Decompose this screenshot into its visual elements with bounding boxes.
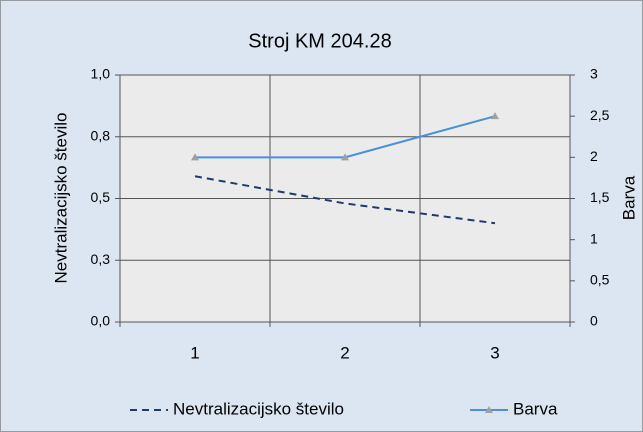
chart-title: Stroj KM 204.28 — [248, 30, 391, 52]
y2-tick-label: 1,5 — [590, 189, 610, 205]
x-tick-label: 1 — [190, 343, 199, 362]
x-tick-label: 2 — [340, 343, 349, 362]
y-tick-label: 0,5 — [91, 189, 111, 205]
y2-tick-label: 0,5 — [590, 272, 610, 288]
y2-tick-label: 2,5 — [590, 107, 610, 123]
legend-marker — [485, 406, 493, 413]
y-tick-label: 0,3 — [91, 251, 111, 267]
y2-tick-label: 1 — [590, 230, 598, 246]
y2-tick-label: 2 — [590, 148, 598, 164]
legend-label: Nevtralizacijsko število — [173, 399, 344, 418]
series-line — [194, 175, 496, 225]
y2-tick-label: 3 — [590, 66, 598, 82]
point-marker — [191, 153, 199, 161]
y-axis-title: Nevtralizacijsko število — [51, 113, 70, 284]
point-marker — [491, 112, 499, 120]
y2-tick-label: 0 — [590, 313, 598, 329]
y-tick-label: 1,0 — [91, 66, 111, 82]
x-tick-label: 3 — [490, 343, 499, 362]
legend-label: Barva — [513, 399, 558, 418]
y2-axis-title: Barva — [619, 175, 638, 220]
point-marker — [341, 153, 349, 161]
y-tick-label: 0,8 — [91, 127, 111, 143]
y-tick-label: 0,0 — [91, 313, 111, 329]
